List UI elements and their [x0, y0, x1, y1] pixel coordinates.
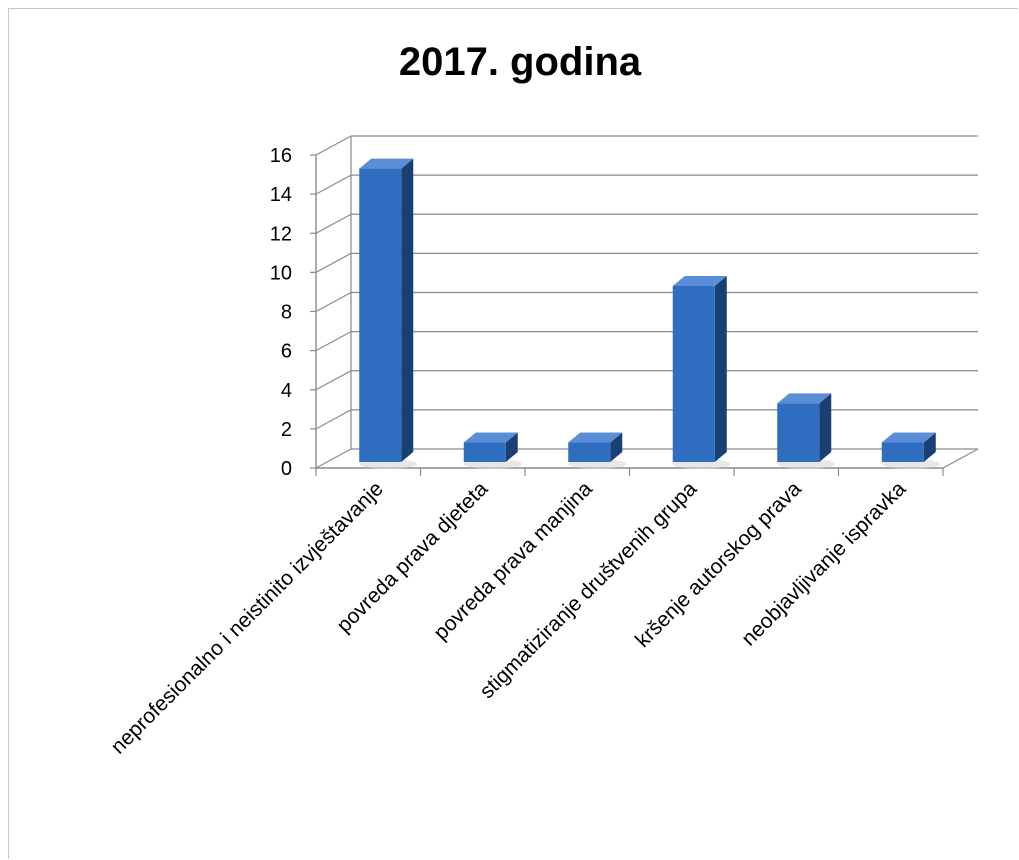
bar-top [359, 158, 414, 169]
side-gridline [315, 252, 352, 273]
bar [568, 442, 611, 462]
bar-top [672, 275, 727, 286]
side-gridline [315, 448, 352, 469]
bar-side [819, 393, 832, 462]
y-tick-label: 2 [281, 419, 292, 441]
bar-top [568, 432, 623, 443]
bar-top [881, 432, 936, 443]
bar [881, 442, 924, 462]
bar-side [401, 158, 414, 462]
x-category-label: stigmatiziranje društvenih grupa [475, 477, 701, 703]
y-tick-label: 6 [281, 341, 292, 363]
bar-side [923, 432, 936, 462]
bar-top [463, 432, 518, 443]
side-gridline [315, 174, 352, 195]
y-tick-label: 16 [270, 145, 292, 167]
side-gridline [315, 213, 352, 234]
chart-frame [8, 8, 1018, 859]
bar-side [505, 432, 518, 462]
y-tick-label: 8 [281, 302, 292, 324]
bar-side [610, 432, 623, 462]
bar [672, 285, 715, 462]
bar-side [714, 275, 727, 462]
bar-top [777, 393, 832, 404]
side-gridline [315, 135, 352, 156]
y-tick-label: 10 [270, 262, 292, 284]
side-gridline [315, 370, 352, 391]
chart-title: 2017. godina [399, 40, 642, 84]
y-tick-label: 12 [270, 223, 292, 245]
y-tick-label: 14 [270, 184, 292, 206]
bar [359, 168, 402, 462]
x-category-label: kršenje autorskog prava [631, 477, 806, 652]
y-tick-label: 0 [281, 458, 292, 480]
bar [777, 403, 820, 462]
bar [463, 442, 506, 462]
side-gridline [315, 409, 352, 430]
side-gridline [315, 331, 352, 352]
y-tick-label: 4 [281, 380, 292, 402]
floor-edge [942, 448, 979, 469]
side-gridline [315, 291, 352, 313]
